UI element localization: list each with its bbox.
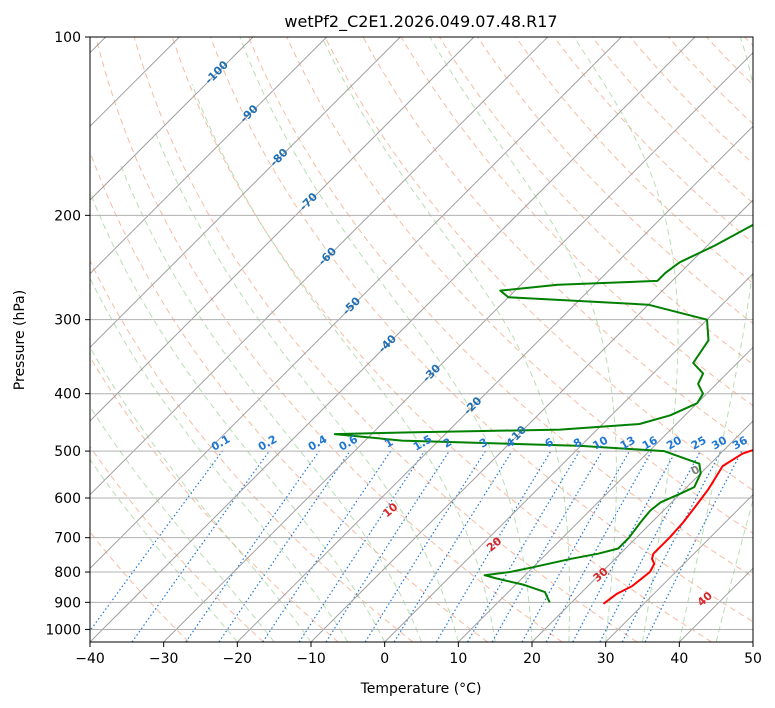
- x-tick-label: 10: [449, 651, 467, 667]
- moist-adiabat-line: [715, 498, 753, 642]
- x-tick-label: 0: [380, 651, 389, 667]
- y-tick-label: 1000: [45, 622, 81, 638]
- y-axis-label: Pressure (hPa): [12, 290, 28, 390]
- y-tick-label: 700: [54, 531, 81, 547]
- x-axis: −40 −30 −20 −10 0 10 20 30 40 50: [75, 642, 762, 667]
- dry-adiabat-line: [210, 37, 753, 623]
- plot-area: 0.1 0.2 0.4 0.6 1 1.5 2 3 4 6 8 10 13 16 20 25 30 36-100-…: [90, 37, 753, 642]
- mixing-ratio-line: [298, 450, 425, 642]
- isotherm-line: [90, 37, 328, 275]
- isotherm-line: [90, 37, 549, 496]
- mixing-ratio-line: [131, 450, 270, 642]
- isotherm-line: [384, 272, 753, 642]
- y-tick-label: 500: [54, 444, 81, 460]
- dry-adiabat-line: [95, 37, 563, 642]
- moist-adiabat-line: [191, 83, 496, 642]
- y-tick-label: 200: [54, 208, 81, 224]
- moist-adiabat-line: [321, 37, 571, 642]
- mixing-ratio-line: [185, 450, 320, 642]
- y-tick-label: 400: [54, 387, 81, 403]
- x-tick-label: 50: [744, 651, 762, 667]
- chart-title: wetPf2_C2E1.2026.049.07.48.R17: [284, 12, 557, 32]
- dry-adiabat-line: [171, 37, 712, 642]
- mixing-ratio-line: [521, 450, 631, 642]
- x-tick-label: −20: [223, 651, 253, 667]
- dry-adiabat-line: [591, 37, 753, 204]
- mixing-ratio-line: [393, 450, 513, 642]
- dry-adiabat-line: [515, 37, 753, 284]
- mixing-ratio-line: [218, 450, 351, 642]
- isotherm-line: [163, 51, 753, 642]
- x-tick-label: 30: [597, 651, 615, 667]
- x-tick-label: −30: [149, 651, 179, 667]
- x-tick-label: −40: [75, 651, 105, 667]
- mixing-ratio-line: [644, 450, 743, 642]
- x-tick-label: 40: [670, 651, 688, 667]
- isotherm-line: [90, 37, 475, 422]
- dry-adiabat-line: [133, 37, 638, 642]
- isotherm-line: [236, 125, 753, 642]
- dry-adiabat-line: [324, 37, 753, 491]
- dry-adiabat-line: [629, 37, 753, 165]
- isotherms: [90, 37, 753, 642]
- dewpoint-profile-line: [333, 223, 753, 603]
- isotherm-line: [310, 199, 753, 642]
- y-axis: 100 200 300 400 500 600 700 800 900 1000: [45, 30, 90, 638]
- x-axis-label: Temperature (°C): [360, 681, 482, 697]
- dry-adiabat-line: [400, 37, 753, 407]
- dry-adiabat-line: [90, 259, 414, 642]
- moist-adiabat-line: [239, 37, 533, 642]
- moist-adiabat-line: [678, 37, 753, 642]
- dry-adiabat-line: [477, 37, 753, 325]
- isotherm-line: [90, 37, 696, 642]
- moist-adiabat-line: [120, 165, 422, 642]
- moist-adiabat-line: [90, 346, 312, 642]
- isotherm-line: [90, 37, 622, 570]
- x-tick-label: 20: [523, 651, 541, 667]
- mixing-ratio-lines: [90, 450, 743, 642]
- moist-adiabat-line: [573, 37, 679, 642]
- plot-frame: [89, 36, 754, 643]
- moist-adiabat-line: [90, 195, 386, 642]
- isotherm-line: [90, 37, 401, 349]
- mixing-ratio-line: [572, 450, 677, 642]
- y-tick-label: 100: [54, 30, 81, 46]
- y-tick-label: 900: [54, 595, 81, 611]
- moist-adiabats: [90, 37, 753, 642]
- mixing-ratio-line: [262, 450, 392, 642]
- y-tick-label: 300: [54, 313, 81, 329]
- isotherm-line: [605, 493, 753, 642]
- x-tick-label: −10: [296, 651, 326, 667]
- sounding-profiles: [333, 223, 753, 605]
- mixing-ratio-line: [325, 450, 450, 642]
- isotherm-line: [457, 346, 753, 642]
- mixing-ratio-line: [545, 450, 653, 642]
- isotherm-line: [90, 37, 254, 201]
- y-tick-label: 600: [54, 491, 81, 507]
- temperature-profile-line: [602, 448, 753, 605]
- dry-adiabat-line: [90, 445, 264, 642]
- pressure-gridlines: [90, 37, 753, 630]
- mixing-ratio-line: [90, 450, 223, 632]
- y-tick-label: 800: [54, 565, 81, 581]
- dry-adiabat-line: [248, 37, 753, 578]
- moist-adiabat-line: [90, 405, 275, 642]
- moist-adiabat-line: [90, 458, 238, 642]
- isotherm-line: [531, 420, 753, 642]
